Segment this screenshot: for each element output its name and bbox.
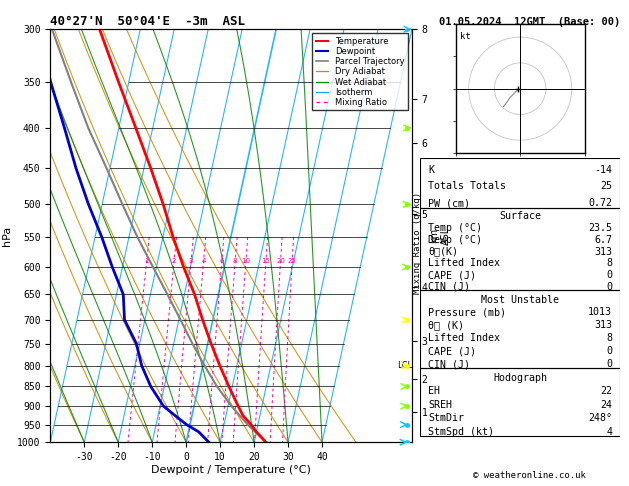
Text: 313: 313 xyxy=(594,320,612,330)
Text: 8: 8 xyxy=(606,259,612,268)
Text: 6.7: 6.7 xyxy=(594,235,612,245)
Bar xyxy=(420,368,620,436)
X-axis label: Dewpoint / Temperature (°C): Dewpoint / Temperature (°C) xyxy=(151,465,311,475)
Text: Surface: Surface xyxy=(499,211,541,221)
Text: θᴄ (K): θᴄ (K) xyxy=(428,320,464,330)
Text: CAPE (J): CAPE (J) xyxy=(428,270,476,280)
Text: 1013: 1013 xyxy=(588,308,612,317)
Text: StmDir: StmDir xyxy=(428,413,464,423)
Text: 6: 6 xyxy=(220,258,224,264)
Bar xyxy=(420,158,620,208)
Text: Hodograph: Hodograph xyxy=(493,373,547,382)
Text: Mixing Ratio (g/kg): Mixing Ratio (g/kg) xyxy=(413,192,421,294)
Text: 313: 313 xyxy=(594,246,612,257)
Text: Lifted Index: Lifted Index xyxy=(428,333,500,343)
Text: K: K xyxy=(428,165,434,174)
Text: Dewp (°C): Dewp (°C) xyxy=(428,235,482,245)
Legend: Temperature, Dewpoint, Parcel Trajectory, Dry Adiabat, Wet Adiabat, Isotherm, Mi: Temperature, Dewpoint, Parcel Trajectory… xyxy=(313,34,408,110)
Text: 0: 0 xyxy=(606,270,612,280)
Text: 23.5: 23.5 xyxy=(588,223,612,233)
Text: CIN (J): CIN (J) xyxy=(428,282,470,292)
Text: 0.72: 0.72 xyxy=(588,198,612,208)
Text: CIN (J): CIN (J) xyxy=(428,359,470,369)
Y-axis label: km
ASL: km ASL xyxy=(429,226,450,245)
Text: 2: 2 xyxy=(172,258,176,264)
Y-axis label: hPa: hPa xyxy=(1,226,11,246)
Text: 15: 15 xyxy=(262,258,270,264)
Text: LCL: LCL xyxy=(397,361,412,370)
Bar xyxy=(420,291,620,368)
Text: Lifted Index: Lifted Index xyxy=(428,259,500,268)
Text: 01.05.2024  12GMT  (Base: 00): 01.05.2024 12GMT (Base: 00) xyxy=(439,17,620,27)
Text: StmSpd (kt): StmSpd (kt) xyxy=(428,427,494,437)
Text: 10: 10 xyxy=(242,258,250,264)
Text: 3: 3 xyxy=(189,258,193,264)
Text: SREH: SREH xyxy=(428,399,452,410)
Text: Temp (°C): Temp (°C) xyxy=(428,223,482,233)
Text: θᴄ(K): θᴄ(K) xyxy=(428,246,458,257)
Text: PW (cm): PW (cm) xyxy=(428,198,470,208)
Text: 0: 0 xyxy=(606,346,612,356)
Text: EH: EH xyxy=(428,386,440,396)
Text: © weatheronline.co.uk: © weatheronline.co.uk xyxy=(473,471,586,480)
Bar xyxy=(420,208,620,291)
Text: CAPE (J): CAPE (J) xyxy=(428,346,476,356)
Text: -14: -14 xyxy=(594,165,612,174)
Text: 1: 1 xyxy=(145,258,149,264)
Text: 4: 4 xyxy=(606,427,612,437)
Text: 25: 25 xyxy=(600,181,612,191)
Text: 8: 8 xyxy=(606,333,612,343)
Text: 20: 20 xyxy=(276,258,285,264)
Text: 248°: 248° xyxy=(588,413,612,423)
Text: Totals Totals: Totals Totals xyxy=(428,181,506,191)
Text: Pressure (mb): Pressure (mb) xyxy=(428,308,506,317)
Text: kt: kt xyxy=(460,32,470,41)
Text: 22: 22 xyxy=(600,386,612,396)
Text: 25: 25 xyxy=(288,258,296,264)
Text: 8: 8 xyxy=(233,258,238,264)
Text: 0: 0 xyxy=(606,359,612,369)
Text: Most Unstable: Most Unstable xyxy=(481,295,559,305)
Text: 0: 0 xyxy=(606,282,612,292)
Text: 4: 4 xyxy=(201,258,206,264)
Text: 24: 24 xyxy=(600,399,612,410)
Text: 40°27'N  50°04'E  -3m  ASL: 40°27'N 50°04'E -3m ASL xyxy=(50,15,245,28)
